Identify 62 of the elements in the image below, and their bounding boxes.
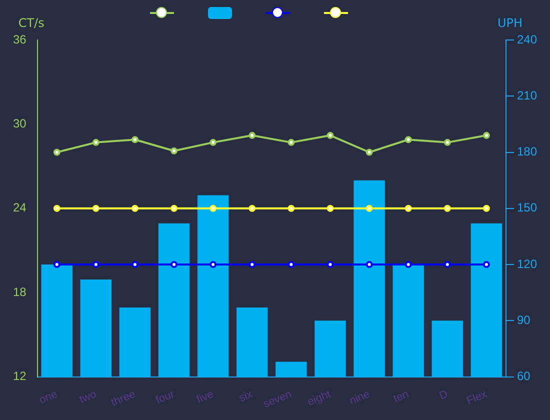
point [482,261,490,268]
point [53,148,60,156]
point [92,204,100,212]
x-tick-label: four [154,388,177,407]
y2-axis-title: UPH [497,16,522,30]
point [326,132,334,139]
point [131,261,138,268]
point [210,138,217,146]
point [326,261,334,268]
x-tick-label: ten [392,388,411,406]
point [404,204,412,212]
point [53,261,60,268]
point [92,261,100,268]
x-tick-label: five [194,388,216,406]
point [404,136,412,144]
point [131,204,138,212]
y-axis-title: CT/s [18,16,44,30]
point [210,204,217,212]
x-tick-label: two [78,388,98,406]
y2-tick-label: 120 [516,256,538,271]
point [288,204,295,212]
y-tick-label: 24 [12,200,27,215]
point [444,138,451,146]
point [170,147,178,154]
point [288,138,295,146]
point [248,132,256,139]
x-tick-label: seven [262,388,294,410]
x-tick-label: Flex [464,388,490,408]
y2-tick-label: 180 [516,144,538,159]
point [53,204,60,212]
y-tick-label: 18 [12,284,27,299]
y2-tick-label: 210 [516,88,538,102]
y2-tick-label: 90 [516,312,531,327]
y2-tick-label: 240 [516,32,538,46]
point [444,204,451,212]
point [444,261,451,268]
point [482,132,490,139]
point [92,138,100,146]
y2-tick-label: 60 [516,369,531,384]
y-tick-label: 36 [12,32,27,46]
point [288,261,295,268]
point [248,204,256,212]
point [404,261,412,268]
x-tick-label: D [438,388,450,402]
point [326,204,334,212]
y2-tick-label: 150 [516,200,538,215]
point [482,204,490,212]
point [248,261,256,268]
x-tick-label: eight [306,388,332,408]
x-tick-label: one [38,388,60,406]
x-tick-label: nine [348,388,372,408]
point [170,261,178,268]
point [366,148,373,156]
point [366,204,373,212]
point [366,261,373,268]
point [170,204,178,212]
point [210,261,217,268]
point [131,136,138,144]
x-tick-label: six [237,388,255,405]
y-tick-label: 30 [12,116,27,131]
y-tick-label: 12 [12,369,27,384]
x-tick-label: three [109,388,138,409]
